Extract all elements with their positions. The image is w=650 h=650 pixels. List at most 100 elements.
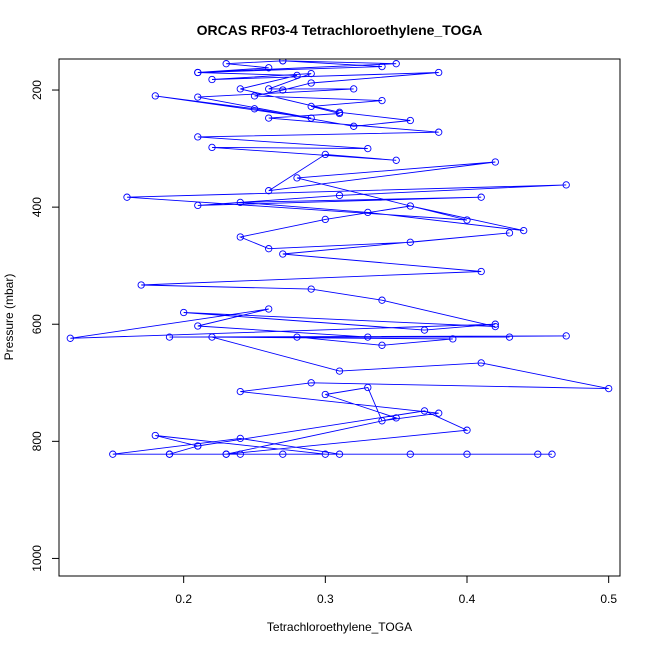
data-point: [194, 68, 202, 77]
data-point: [335, 367, 344, 375]
data-point: [222, 60, 230, 68]
x-axis-label: Tetrachloroethylene_TOGA: [267, 620, 412, 634]
data-point: [406, 450, 414, 458]
data-point: [534, 450, 542, 458]
data-point: [307, 114, 315, 122]
data-point: [392, 60, 400, 68]
data-point: [449, 335, 457, 343]
data-point: [491, 320, 499, 328]
data-point: [477, 267, 485, 276]
data-point: [293, 174, 301, 182]
data-point: [477, 193, 485, 201]
data-point: [137, 281, 145, 289]
y-tick-label: 800: [30, 431, 44, 451]
data-point: [335, 191, 344, 200]
data-point: [392, 156, 400, 164]
data-point: [321, 390, 329, 399]
data-point: [435, 409, 443, 417]
data-point: [293, 71, 301, 80]
y-tick-label: 1000: [30, 545, 44, 572]
data-point: [548, 450, 556, 458]
data-point: [491, 158, 499, 166]
data-point: [194, 93, 202, 101]
data-point: [236, 387, 244, 396]
series-layer: [66, 59, 613, 458]
data-point: [265, 305, 273, 313]
data-point: [265, 85, 273, 93]
x-tick-label: 0.2: [175, 592, 192, 606]
data-point: [165, 333, 174, 341]
data-point: [435, 128, 443, 136]
data-point: [463, 450, 471, 458]
data-point: [66, 334, 74, 342]
data-point: [463, 426, 471, 434]
data-point: [279, 59, 287, 65]
data-point: [335, 108, 344, 116]
data-point: [265, 64, 273, 72]
y-axis: 200 400 600 800 1000: [30, 80, 60, 572]
y-tick-label: 400: [30, 197, 44, 217]
data-point: [562, 181, 570, 189]
data-point: [520, 226, 528, 235]
data-point: [151, 431, 159, 440]
data-point: [293, 333, 301, 341]
x-tick-label: 0.3: [317, 592, 334, 606]
data-point: [491, 322, 499, 331]
data-point: [208, 75, 216, 84]
data-point: [378, 417, 386, 425]
data-point: [350, 85, 358, 93]
data-point: [406, 202, 414, 210]
data-point: [180, 308, 188, 317]
data-point: [420, 407, 429, 415]
data-point: [279, 86, 287, 94]
x-tick-label: 0.5: [600, 592, 617, 606]
data-point: [505, 229, 514, 237]
data-point: [406, 238, 414, 246]
series-line: [70, 60, 609, 455]
data-point: [307, 285, 315, 293]
data-point: [420, 326, 429, 334]
y-tick-label: 200: [30, 80, 44, 100]
data-point: [477, 359, 485, 367]
data-point: [208, 333, 216, 341]
data-point: [364, 208, 372, 217]
data-point: [321, 150, 329, 159]
data-point: [265, 187, 273, 195]
data-point: [307, 379, 315, 387]
x-tick-label: 0.4: [459, 592, 476, 606]
data-point: [378, 341, 386, 349]
data-point: [194, 442, 202, 450]
data-point: [605, 384, 613, 393]
data-point: [208, 143, 216, 152]
chart-title: ORCAS RF03-4 Tetrachloroethylene_TOGA: [197, 22, 483, 38]
data-point: [236, 198, 244, 207]
data-point: [307, 79, 315, 87]
data-point: [364, 383, 372, 392]
y-axis-label: Pressure (mbar): [2, 274, 16, 361]
data-point: [194, 322, 202, 330]
data-point: [392, 414, 400, 422]
data-point: [364, 333, 372, 341]
data-point: [463, 216, 471, 224]
data-point: [505, 333, 514, 341]
data-point: [265, 245, 273, 253]
data-point: [236, 85, 244, 93]
data-point: [151, 92, 159, 100]
data-point: [307, 102, 315, 111]
data-point: [194, 133, 202, 141]
data-point: [265, 114, 273, 122]
y-tick-label: 600: [30, 314, 44, 334]
x-axis: 0.2 0.3 0.4 0.5: [175, 575, 617, 606]
data-point: [236, 434, 244, 443]
plot-frame: [58, 58, 621, 577]
data-point: [250, 92, 259, 100]
data-point: [307, 69, 315, 78]
data-point: [378, 296, 386, 304]
data-point: [562, 332, 570, 340]
data-point: [109, 450, 117, 458]
data-point: [250, 105, 259, 113]
data-point: [236, 450, 244, 458]
data-point: [321, 215, 329, 224]
data-point: [279, 450, 287, 458]
